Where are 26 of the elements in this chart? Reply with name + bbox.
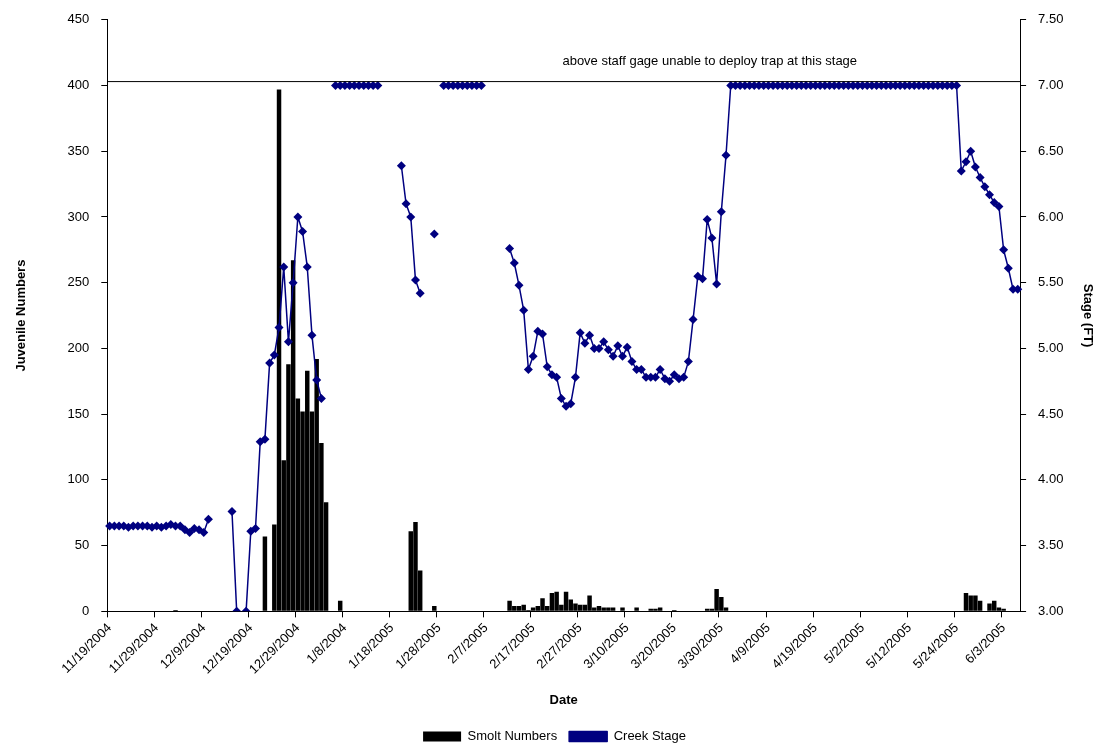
- x-axis-title: Date: [549, 691, 578, 707]
- y-tick-label: 200: [67, 340, 90, 356]
- legend-label: Smolt Numbers: [467, 728, 558, 744]
- y-tick-label: 100: [67, 471, 90, 487]
- y-tick-label: 300: [67, 208, 90, 224]
- y-axis-title: Juvenile Numbers: [13, 259, 29, 372]
- y2-tick-label: 6.50: [1038, 142, 1064, 158]
- y2-tick-label: 7.00: [1038, 77, 1064, 93]
- y-tick-label: 50: [74, 537, 90, 553]
- y2-axis-title: Stage (FT): [1080, 283, 1096, 348]
- y2-tick-label: 3.00: [1038, 602, 1064, 618]
- y2-tick-label: 7.50: [1038, 11, 1064, 27]
- y2-tick-label: 5.00: [1038, 340, 1064, 356]
- legend-label: Creek Stage: [613, 728, 686, 744]
- y-tick-label: 350: [67, 142, 90, 158]
- y-tick-label: 450: [67, 11, 90, 27]
- y-tick-label: 250: [67, 274, 90, 290]
- y-tick-label: 0: [82, 602, 90, 618]
- y-tick-label: 400: [67, 77, 90, 93]
- y2-tick-label: 3.50: [1038, 537, 1064, 553]
- y2-tick-label: 5.50: [1038, 274, 1064, 290]
- y2-tick-label: 4.00: [1038, 471, 1064, 487]
- ref-line-label: above staff gage unable to deploy trap at this stage: [562, 52, 858, 68]
- y-tick-label: 150: [67, 405, 90, 421]
- y2-tick-label: 4.50: [1038, 405, 1064, 421]
- y2-tick-label: 6.00: [1038, 208, 1064, 224]
